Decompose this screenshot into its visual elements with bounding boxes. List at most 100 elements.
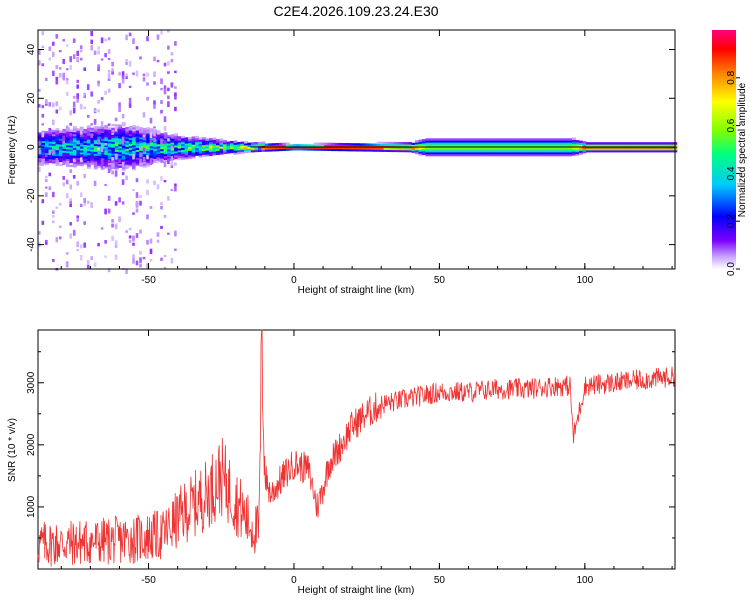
spectrogram-cell: [111, 219, 114, 223]
spectrogram-cell: [79, 140, 84, 143]
spectrogram-cell: [104, 160, 109, 163]
spectrogram-cell: [268, 149, 273, 152]
spectrogram-cell: [275, 146, 280, 150]
spectrogram-cell: [48, 147, 53, 150]
spectrogram-cell: [243, 148, 248, 152]
spectrogram-cell: [170, 163, 174, 168]
spectrogram-cell: [181, 155, 185, 158]
spectrogram-cell: [65, 148, 70, 152]
spectrogram-cell: [271, 149, 276, 152]
spectrogram-cell: [135, 208, 139, 213]
spectrogram-cell: [181, 145, 185, 148]
spectrogram-cell: [149, 117, 153, 124]
spectrogram-cell: [58, 138, 63, 141]
spectrogram-cell: [97, 66, 100, 72]
spectrogram-cell: [526, 150, 531, 153]
spectrogram-cell: [62, 39, 65, 42]
spectrogram-cell: [212, 139, 217, 142]
spectrogram-cell: [107, 133, 112, 136]
spectrogram-cell: [118, 197, 121, 203]
spectrogram-cell: [435, 148, 440, 151]
spectrogram-cell: [38, 134, 42, 137]
spectrogram-cell: [575, 149, 580, 153]
spectrogram-cell: [104, 125, 109, 128]
spectrogram-cell: [48, 57, 52, 61]
spectrogram-cell: [596, 142, 601, 145]
spectrogram-cell: [593, 144, 597, 147]
spectrogram-cell: [83, 204, 86, 207]
spectrogram-cell: [104, 132, 109, 136]
spectrogram-cell: [219, 150, 224, 153]
spectrogram-cell: [188, 152, 192, 155]
spectrogram-cell: [62, 146, 67, 149]
spectrogram-cell: [160, 30, 163, 35]
spectrogram-cell: [107, 146, 112, 150]
spectrogram-cell: [128, 235, 132, 239]
spectrogram-cell: [52, 215, 55, 218]
spectrogram-cell: [93, 165, 98, 168]
spectrogram-cell: [610, 144, 615, 147]
spectrogram-cell: [107, 137, 112, 140]
spectrogram-cell: [261, 149, 266, 152]
spectrogram-cell: [502, 144, 507, 147]
spectrogram-cell: [404, 149, 409, 153]
spectrogram-cell: [104, 138, 109, 142]
spectrogram-cell: [132, 254, 135, 260]
spectrogram-cell: [52, 147, 56, 150]
spectrogram-cell: [380, 141, 384, 145]
spectrogram-cell: [348, 147, 353, 150]
spectrogram-cell: [593, 148, 597, 151]
spectrogram-cell: [442, 151, 447, 155]
spectrogram-cell: [331, 146, 336, 150]
spectrogram-cell: [149, 141, 154, 145]
spectrogram-cell: [128, 159, 133, 162]
spectrogram-cell: [463, 144, 468, 147]
spectrogram-cell: [128, 165, 133, 168]
spectrogram-cell: [76, 161, 81, 164]
spectrogram-cell: [474, 140, 479, 143]
spectrogram-cell: [76, 163, 81, 166]
spectrogram-cell: [184, 156, 189, 160]
spectrogram-cell: [537, 148, 541, 151]
spectrogram-cell: [135, 147, 140, 150]
spectrogram-cell: [107, 268, 111, 273]
spectrogram-cell: [575, 144, 580, 147]
spectrogram-cell: [45, 99, 48, 104]
spectrogram-cell: [652, 148, 657, 151]
spectrogram-cell: [202, 146, 206, 150]
spectrogram-cell: [118, 136, 123, 139]
spectrogram-cell: [142, 161, 147, 164]
spectrogram-cell: [156, 157, 160, 161]
spectrogram-cell: [421, 144, 426, 148]
spectrogram-cell: [352, 143, 356, 146]
spectrogram-cell: [135, 155, 140, 158]
spectrogram-cell: [139, 158, 142, 163]
spectrogram-cell: [153, 100, 156, 105]
spectrogram-cell: [111, 137, 116, 140]
spectrogram-cell: [184, 154, 189, 158]
spectrogram-cell: [191, 152, 196, 155]
spectrogram-cell: [572, 147, 576, 150]
spectrogram-cell: [425, 140, 430, 143]
spectrogram-cell: [505, 153, 510, 157]
spectrogram-cell: [79, 163, 84, 167]
spectrogram-cell: [509, 151, 514, 155]
spectrogram-cell: [90, 143, 95, 146]
spectrogram-cell: [65, 262, 69, 267]
spectrogram-cell: [669, 144, 674, 147]
spectrogram-cell: [146, 189, 149, 196]
spectrogram-cell: [498, 142, 503, 145]
spectrogram-cell: [125, 59, 128, 63]
spectrogram-cell: [69, 110, 72, 116]
spectrogram-cell: [484, 151, 489, 155]
spectrogram-cell: [160, 109, 163, 114]
spectrogram-cell: [93, 141, 98, 145]
spectrogram-cell: [160, 176, 163, 181]
spectrogram-cell: [111, 61, 114, 67]
spectrogram-cell: [125, 73, 128, 78]
spectrogram-cell: [219, 148, 224, 151]
spectrogram-cell: [516, 150, 521, 153]
colorbar-tick-label: 0.6: [726, 118, 737, 132]
spectrogram-ytick-label: 40: [26, 44, 37, 56]
spectrogram-cell: [55, 136, 60, 139]
